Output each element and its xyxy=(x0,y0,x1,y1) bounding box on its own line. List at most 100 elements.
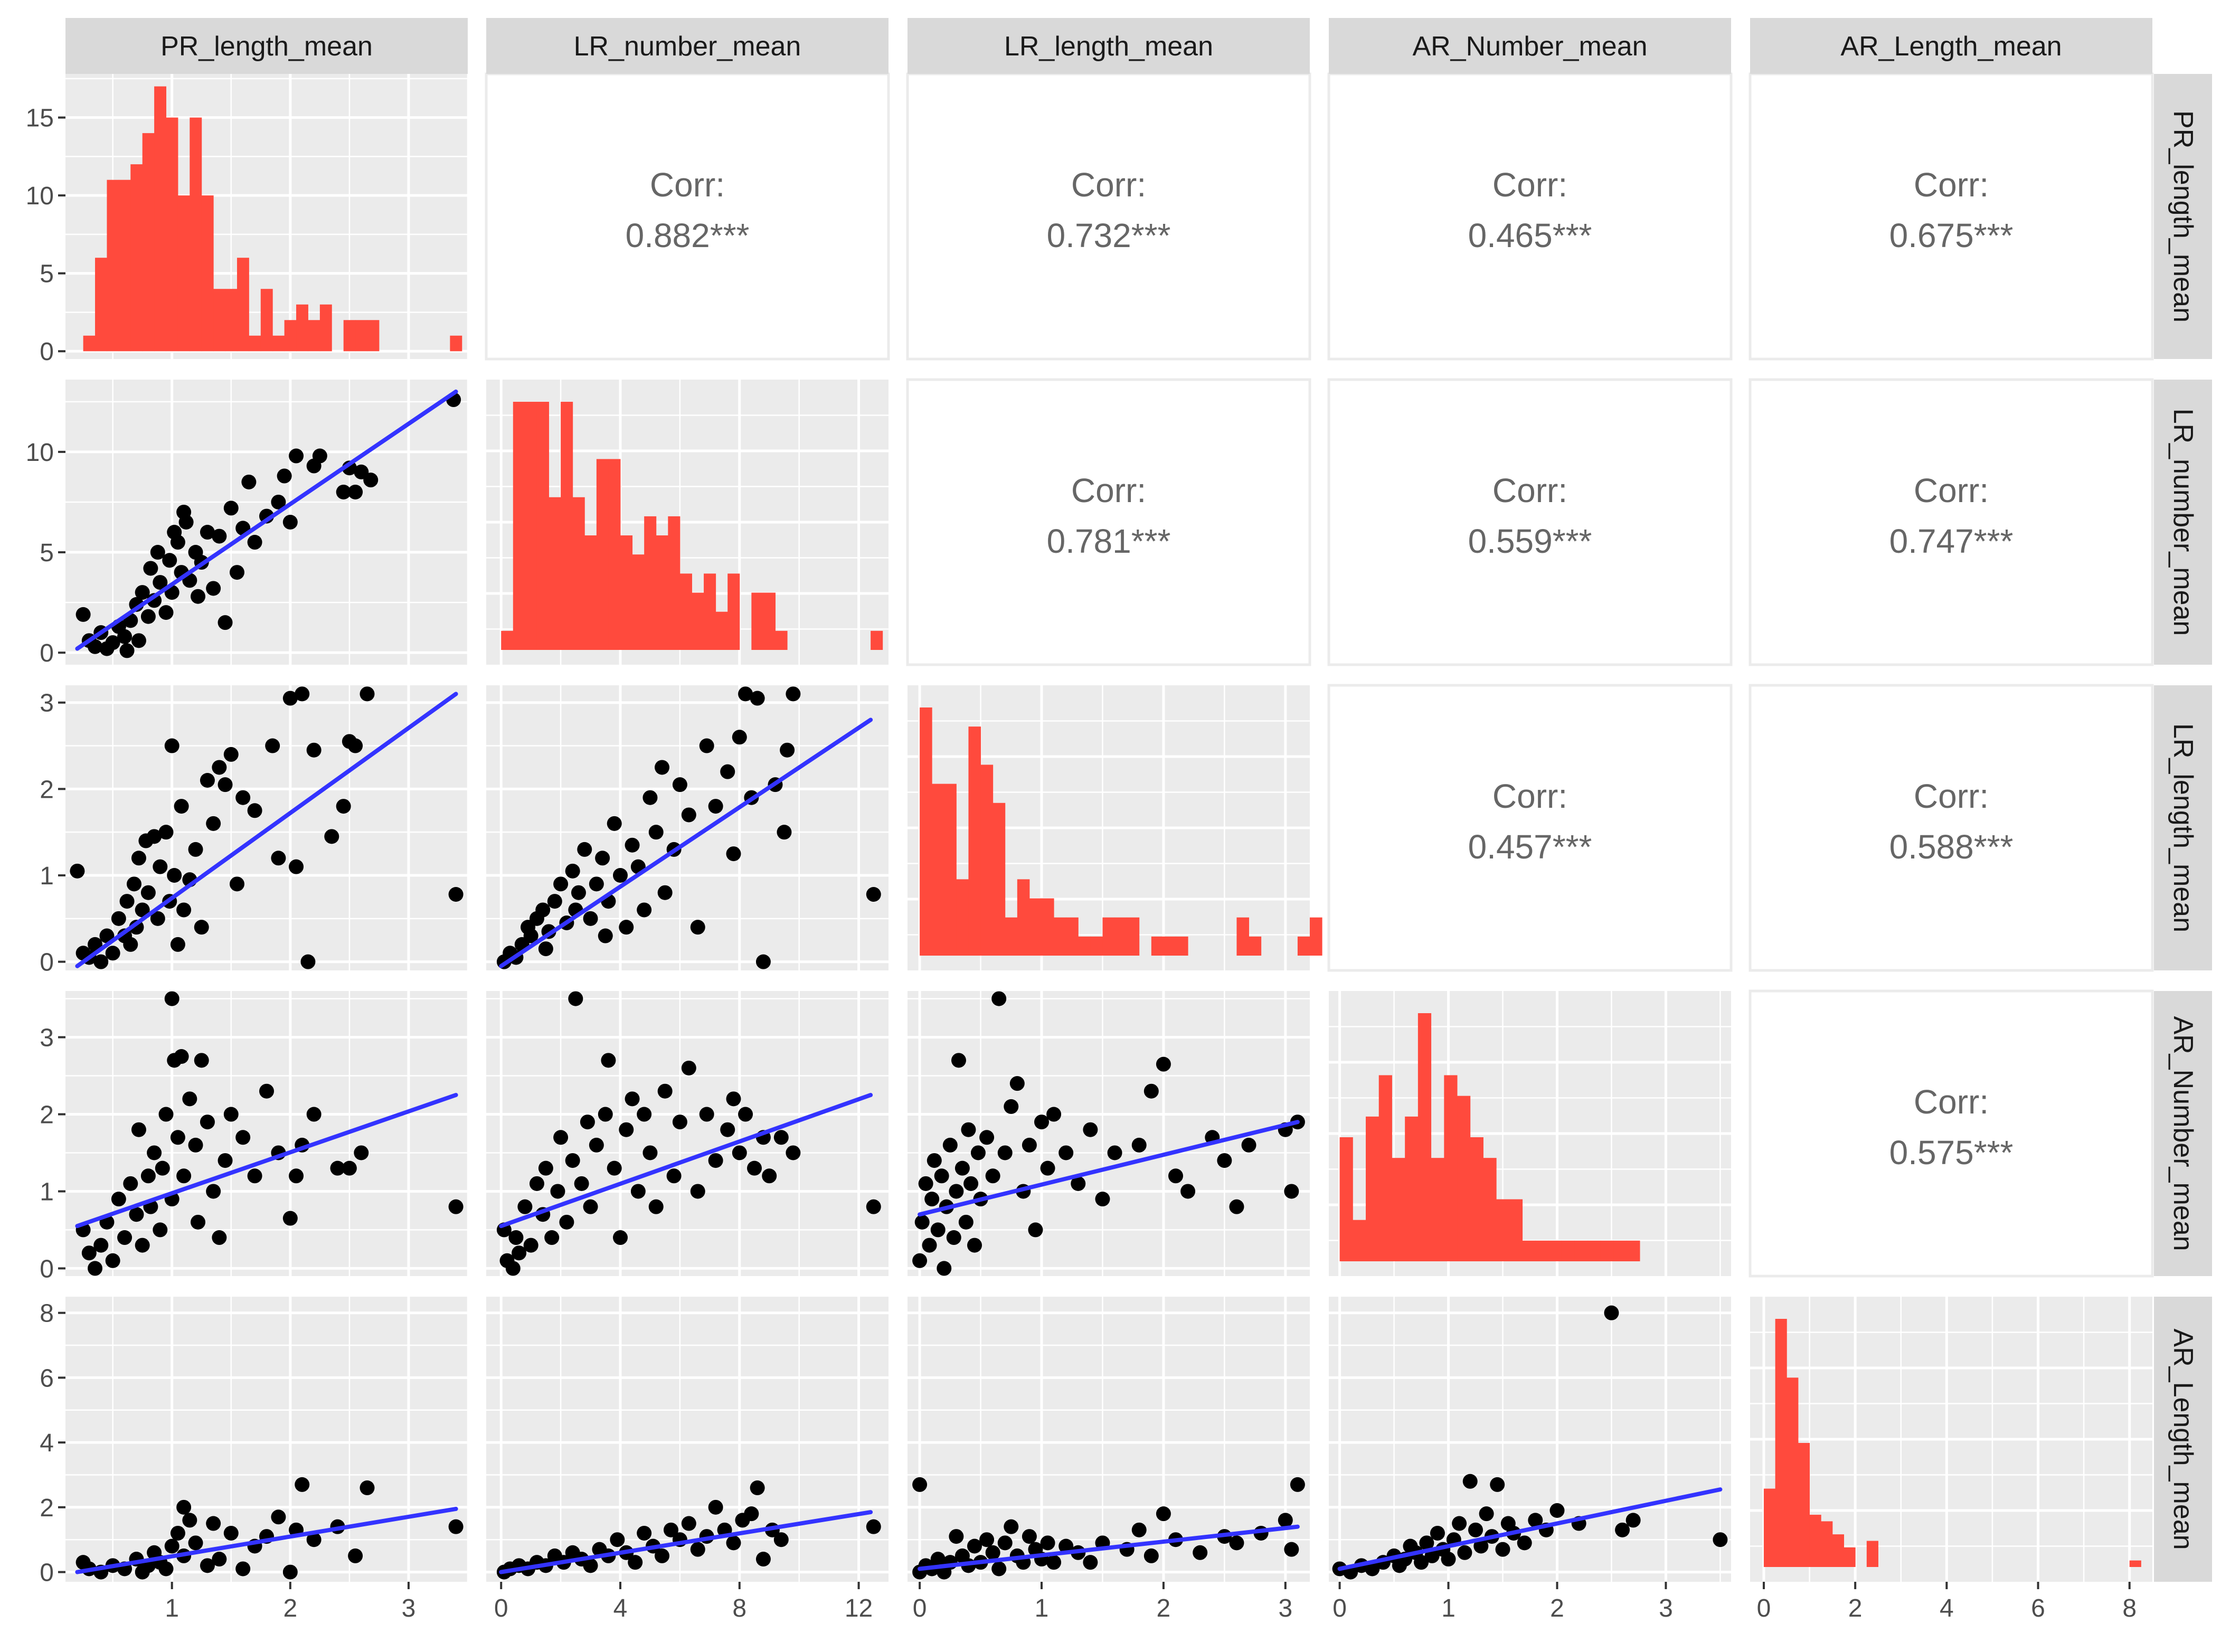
scatter-point xyxy=(690,920,705,935)
trend-line xyxy=(499,1093,873,1229)
scatter-point xyxy=(786,686,801,702)
scatter-point xyxy=(547,894,562,909)
histogram-bar xyxy=(1457,1096,1471,1261)
scatter-point xyxy=(1040,1535,1055,1551)
column-header-strip xyxy=(486,18,889,74)
scatter-point xyxy=(158,1561,174,1577)
x-tick-label: 0 xyxy=(494,1594,508,1622)
corr-value: 0.882*** xyxy=(626,216,750,254)
histogram-bar xyxy=(1561,1240,1575,1261)
row-header-strip xyxy=(2154,380,2212,665)
scatter-point xyxy=(773,1532,789,1547)
corr-value: 0.465*** xyxy=(1468,216,1592,254)
scatter-point xyxy=(732,1145,747,1160)
scatter-point xyxy=(922,1238,937,1253)
scatter-point xyxy=(663,1522,678,1537)
scatter-point xyxy=(657,885,673,900)
scatter-point xyxy=(517,1199,533,1214)
scatter-point xyxy=(942,1137,958,1153)
histogram-bar xyxy=(1297,936,1310,956)
scatter-point xyxy=(140,609,156,624)
column-header-label: AR_Number_mean xyxy=(1412,31,1647,62)
scatter-point xyxy=(681,1060,696,1075)
histogram-bar xyxy=(1042,898,1054,956)
panel-r3-c3 xyxy=(1329,991,1888,1276)
histogram-bar xyxy=(596,459,609,650)
column-header-strips: PR_length_mean LR_number_mean LR_length_me… xyxy=(65,18,2152,74)
scatter-point xyxy=(247,535,262,550)
histogram-bar xyxy=(1522,1240,1536,1261)
scatter-point xyxy=(1290,1477,1305,1492)
scatter-point xyxy=(140,885,156,900)
scatter-point xyxy=(538,1160,553,1176)
scatter-point xyxy=(559,1214,574,1230)
correlation-panel xyxy=(1749,378,2154,666)
scatter-point xyxy=(946,1230,961,1245)
histogram-bar xyxy=(213,289,226,352)
scatter-point xyxy=(282,1564,298,1580)
x-tick-label: 2 xyxy=(1848,1594,1863,1622)
row-header-label: AR_Number_mean xyxy=(2168,1016,2198,1251)
scatter-point xyxy=(655,760,670,775)
histogram-bar xyxy=(308,320,320,352)
scatter-point xyxy=(672,1115,687,1130)
scatter-point xyxy=(967,1238,982,1253)
scatter-point xyxy=(747,1160,762,1176)
scatter-point xyxy=(1168,1168,1183,1184)
y-tick-label: 5 xyxy=(40,260,54,288)
y-tick-label: 3 xyxy=(40,690,54,718)
scatter-point xyxy=(155,1160,170,1176)
scatter-point xyxy=(619,920,634,935)
x-tick-label: 3 xyxy=(402,1594,416,1622)
corr-value: 0.559*** xyxy=(1468,522,1592,560)
scatter-point xyxy=(129,920,144,935)
scatter-point xyxy=(306,1532,322,1547)
corr-value: 0.575*** xyxy=(1889,1134,2014,1172)
correlation-panel xyxy=(1327,378,1733,666)
scatter-point xyxy=(1229,1535,1244,1551)
scatter-point xyxy=(282,1211,298,1226)
scatter-point xyxy=(111,911,126,926)
histogram-bar xyxy=(2129,1560,2141,1567)
histogram-bar xyxy=(525,402,537,650)
scatter-point xyxy=(1217,1153,1232,1168)
scatter-point xyxy=(934,1168,949,1184)
x-tick-label: 3 xyxy=(1278,1594,1292,1622)
scatter-point xyxy=(247,1168,262,1184)
scatter-point xyxy=(786,1145,801,1160)
scatter-point xyxy=(295,1477,310,1492)
scatter-point xyxy=(271,851,286,866)
scatter-point xyxy=(99,928,115,943)
correlation-panel xyxy=(1749,989,2154,1278)
row-header-strip xyxy=(2154,685,2212,970)
histogram-bar xyxy=(1787,1377,1799,1567)
scatter-point xyxy=(363,473,379,488)
scatter-point xyxy=(348,738,363,753)
x-tick-label: 0 xyxy=(1332,1594,1347,1622)
histogram-bar xyxy=(1366,1116,1379,1261)
scatter-point xyxy=(131,633,146,648)
x-tick-label: 4 xyxy=(613,1594,628,1622)
histogram-bar xyxy=(656,535,668,650)
histogram-bar xyxy=(968,726,981,956)
scatter-point xyxy=(738,686,753,702)
panel-r1-c1 xyxy=(486,380,889,665)
histogram-bar xyxy=(1417,1013,1432,1261)
plot-panel-background xyxy=(486,685,889,970)
scatter-point xyxy=(967,1538,982,1554)
scatter-point xyxy=(126,876,141,892)
histogram-bar xyxy=(644,516,657,650)
scatter-point xyxy=(348,484,363,499)
scatter-point xyxy=(720,1122,735,1137)
histogram-bar xyxy=(1431,1158,1444,1261)
histogram-bar xyxy=(920,707,932,956)
histogram-bar xyxy=(1444,1075,1458,1261)
scatter-point xyxy=(223,1525,239,1541)
histogram-bar xyxy=(343,320,356,352)
histogram-bar xyxy=(1176,936,1188,956)
y-tick-label: 8 xyxy=(40,1300,54,1328)
scatter-point xyxy=(282,691,298,706)
scatter-point xyxy=(523,1238,538,1253)
histogram-bar xyxy=(249,335,261,352)
